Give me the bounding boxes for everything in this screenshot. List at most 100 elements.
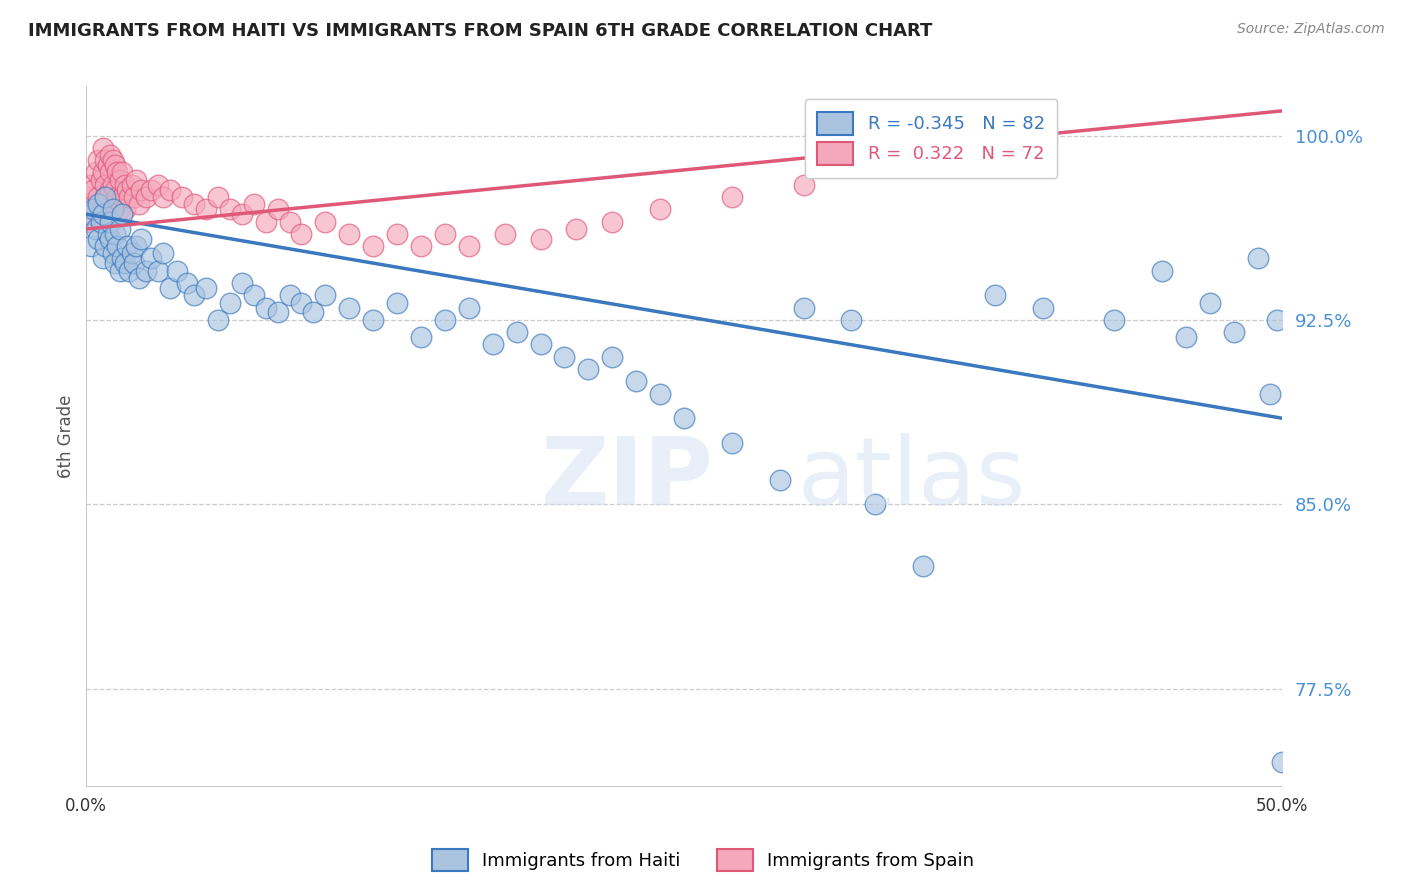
Point xyxy=(1032,301,1054,315)
Point xyxy=(87,232,110,246)
Point xyxy=(122,190,145,204)
Point xyxy=(111,190,134,204)
Point xyxy=(278,214,301,228)
Point xyxy=(91,141,114,155)
Point xyxy=(80,214,103,228)
Point xyxy=(600,214,623,228)
Point xyxy=(94,239,117,253)
Point xyxy=(314,288,336,302)
Point xyxy=(385,227,408,241)
Point xyxy=(1199,295,1222,310)
Point xyxy=(121,178,143,192)
Point xyxy=(135,263,157,277)
Point xyxy=(553,350,575,364)
Point xyxy=(104,197,127,211)
Point xyxy=(105,239,128,253)
Point xyxy=(105,165,128,179)
Point xyxy=(121,246,143,260)
Point xyxy=(146,263,169,277)
Point xyxy=(122,256,145,270)
Point xyxy=(159,183,181,197)
Point xyxy=(159,281,181,295)
Point xyxy=(194,281,217,295)
Point xyxy=(82,207,104,221)
Point xyxy=(91,165,114,179)
Point xyxy=(114,256,136,270)
Point xyxy=(242,197,264,211)
Point xyxy=(108,222,131,236)
Point xyxy=(114,178,136,192)
Point xyxy=(166,263,188,277)
Point xyxy=(648,386,671,401)
Point xyxy=(720,190,742,204)
Point xyxy=(84,202,107,217)
Point xyxy=(207,313,229,327)
Text: IMMIGRANTS FROM HAITI VS IMMIGRANTS FROM SPAIN 6TH GRADE CORRELATION CHART: IMMIGRANTS FROM HAITI VS IMMIGRANTS FROM… xyxy=(28,22,932,40)
Point xyxy=(672,411,695,425)
Point xyxy=(841,313,863,327)
Point xyxy=(720,435,742,450)
Point xyxy=(409,330,432,344)
Point xyxy=(576,362,599,376)
Point xyxy=(111,207,134,221)
Point xyxy=(129,183,152,197)
Point xyxy=(111,165,134,179)
Point xyxy=(194,202,217,217)
Point xyxy=(984,288,1007,302)
Point xyxy=(457,301,479,315)
Legend: Immigrants from Haiti, Immigrants from Spain: Immigrants from Haiti, Immigrants from S… xyxy=(425,842,981,879)
Point xyxy=(361,313,384,327)
Point xyxy=(90,214,112,228)
Point xyxy=(648,202,671,217)
Point xyxy=(105,190,128,204)
Point xyxy=(278,288,301,302)
Point xyxy=(290,227,312,241)
Point xyxy=(108,173,131,187)
Point xyxy=(125,239,148,253)
Point xyxy=(98,165,121,179)
Point xyxy=(94,190,117,204)
Point xyxy=(494,227,516,241)
Point xyxy=(128,271,150,285)
Point xyxy=(87,153,110,167)
Point xyxy=(87,197,110,211)
Point xyxy=(254,214,277,228)
Point xyxy=(529,232,551,246)
Point xyxy=(457,239,479,253)
Point xyxy=(94,190,117,204)
Point xyxy=(84,222,107,236)
Point xyxy=(108,263,131,277)
Point xyxy=(82,202,104,217)
Point xyxy=(314,214,336,228)
Point xyxy=(80,239,103,253)
Point xyxy=(254,301,277,315)
Point xyxy=(101,202,124,217)
Text: atlas: atlas xyxy=(797,433,1026,524)
Point xyxy=(152,190,174,204)
Point xyxy=(433,227,456,241)
Point xyxy=(337,227,360,241)
Point xyxy=(218,295,240,310)
Point xyxy=(183,197,205,211)
Point xyxy=(98,183,121,197)
Point xyxy=(1258,386,1281,401)
Point xyxy=(1271,756,1294,770)
Point xyxy=(1223,325,1246,339)
Point xyxy=(433,313,456,327)
Point xyxy=(101,153,124,167)
Point xyxy=(139,183,162,197)
Point xyxy=(792,301,814,315)
Point xyxy=(481,337,503,351)
Point xyxy=(82,183,104,197)
Legend: R = -0.345   N = 82, R =  0.322   N = 72: R = -0.345 N = 82, R = 0.322 N = 72 xyxy=(804,99,1057,178)
Point xyxy=(207,190,229,204)
Point xyxy=(101,246,124,260)
Point xyxy=(98,148,121,162)
Point xyxy=(108,202,131,217)
Point xyxy=(152,246,174,260)
Point xyxy=(91,197,114,211)
Point xyxy=(218,202,240,217)
Point xyxy=(115,239,138,253)
Point xyxy=(183,288,205,302)
Point xyxy=(242,288,264,302)
